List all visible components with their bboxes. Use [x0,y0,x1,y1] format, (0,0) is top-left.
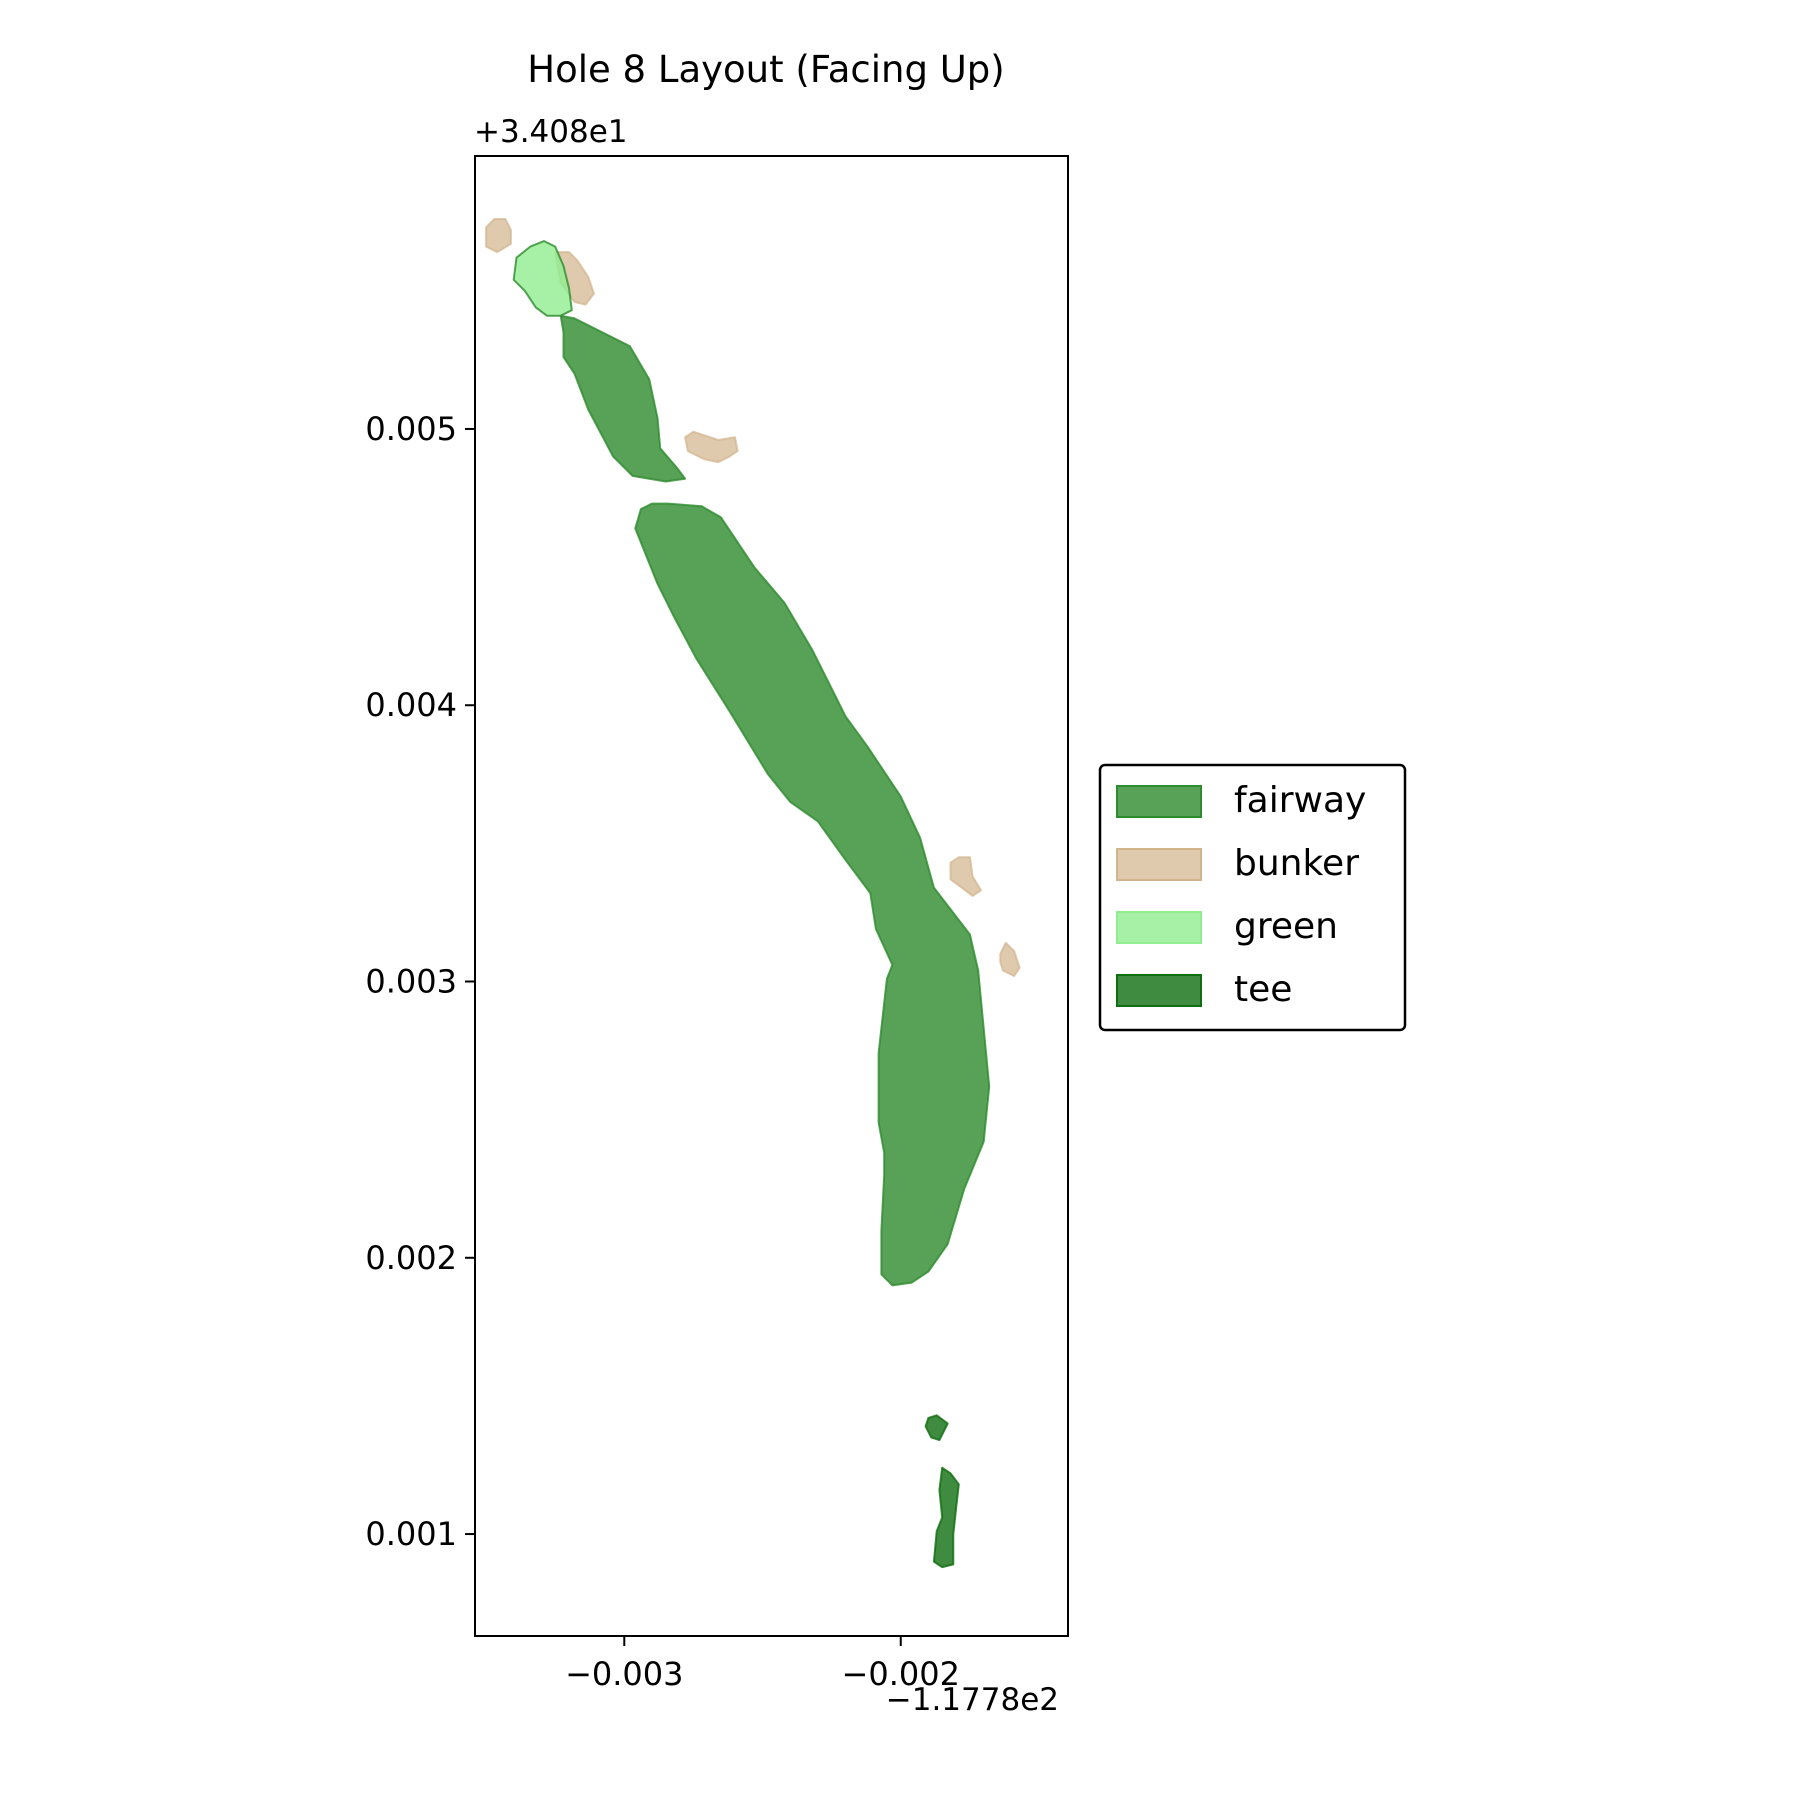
x-tick-label: −0.002 [842,1655,960,1693]
axis-ticks: −0.003 −0.002 0.001 0.002 0.003 0.004 0.005 [365,410,960,1693]
legend-label-tee: tee [1234,969,1292,1010]
plot-frame [474,155,1069,1637]
legend-label-green: green [1234,906,1338,947]
chart-title: Hole 8 Layout (Facing Up) [527,48,1004,91]
tee-polygon-1 [924,1414,949,1442]
bunker-polygon-5 [999,941,1021,977]
legend-swatch-bunker [1116,848,1202,881]
fairway-polygon-1 [559,314,687,483]
bunker-polygon-1 [485,218,512,254]
tee-polygon-2 [932,1466,960,1569]
y-tick-label: 0.004 [365,686,457,724]
y-tick-label: 0.005 [365,410,457,448]
bunker-polygon-4 [949,856,982,897]
x-offset-label: −1.1778e2 [886,1682,1059,1718]
bunker-polygon-3 [684,430,739,464]
legend-label-bunker: bunker [1234,843,1359,884]
y-tick-label: 0.001 [365,1515,457,1553]
x-tick-label: −0.003 [565,1655,683,1693]
legend-swatch-green [1116,911,1202,944]
y-tick-label: 0.003 [365,963,457,1001]
legend-swatch-tee [1116,974,1202,1007]
legend-frame [1098,763,1407,1032]
legend-label-fairway: fairway [1234,780,1366,821]
legend: fairway bunker green tee [1098,763,1407,1032]
fairway-polygon-2 [634,502,991,1287]
plot-marks [485,218,1021,1569]
legend-swatch-fairway [1116,785,1202,818]
y-offset-label: +3.408e1 [474,114,628,150]
green-polygon-1 [512,240,573,317]
y-tick-label: 0.002 [365,1239,457,1277]
